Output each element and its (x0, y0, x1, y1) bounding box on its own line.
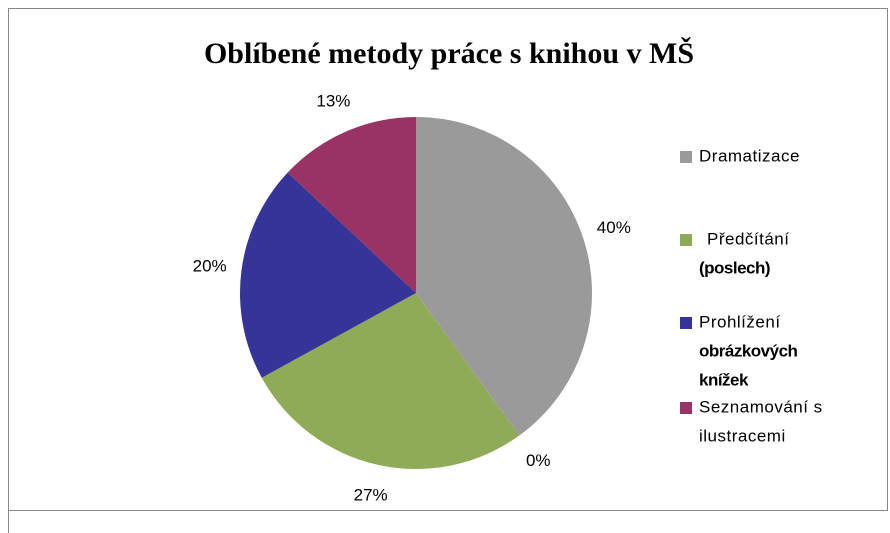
data-label: 40% (597, 218, 631, 237)
data-label: 13% (316, 92, 350, 111)
legend-label: Předčítání (707, 229, 790, 248)
legend-swatch (680, 402, 692, 414)
legend-swatch (680, 151, 692, 163)
legend-label: Seznamování s (699, 397, 823, 416)
pie-slice (261, 293, 520, 469)
legend-label: Prohlížení (699, 312, 781, 331)
legend-label: knížek (699, 370, 749, 389)
legend-label: obrázkových (699, 341, 798, 360)
pie-slice (416, 117, 592, 436)
pie-slice (239, 172, 416, 378)
legend-swatch (680, 317, 692, 329)
chart-title: Oblíbené metody práce s knihou v MŠ (204, 37, 694, 70)
legend-swatch (680, 234, 692, 246)
legend-label: ilustracemi (699, 426, 786, 445)
pie-slice (287, 117, 416, 293)
data-label: 0% (526, 451, 551, 470)
legend-label: Dramatizace (699, 146, 800, 165)
data-label: 27% (354, 485, 388, 504)
data-label: 20% (193, 256, 227, 275)
legend-label: (poslech) (699, 258, 770, 277)
